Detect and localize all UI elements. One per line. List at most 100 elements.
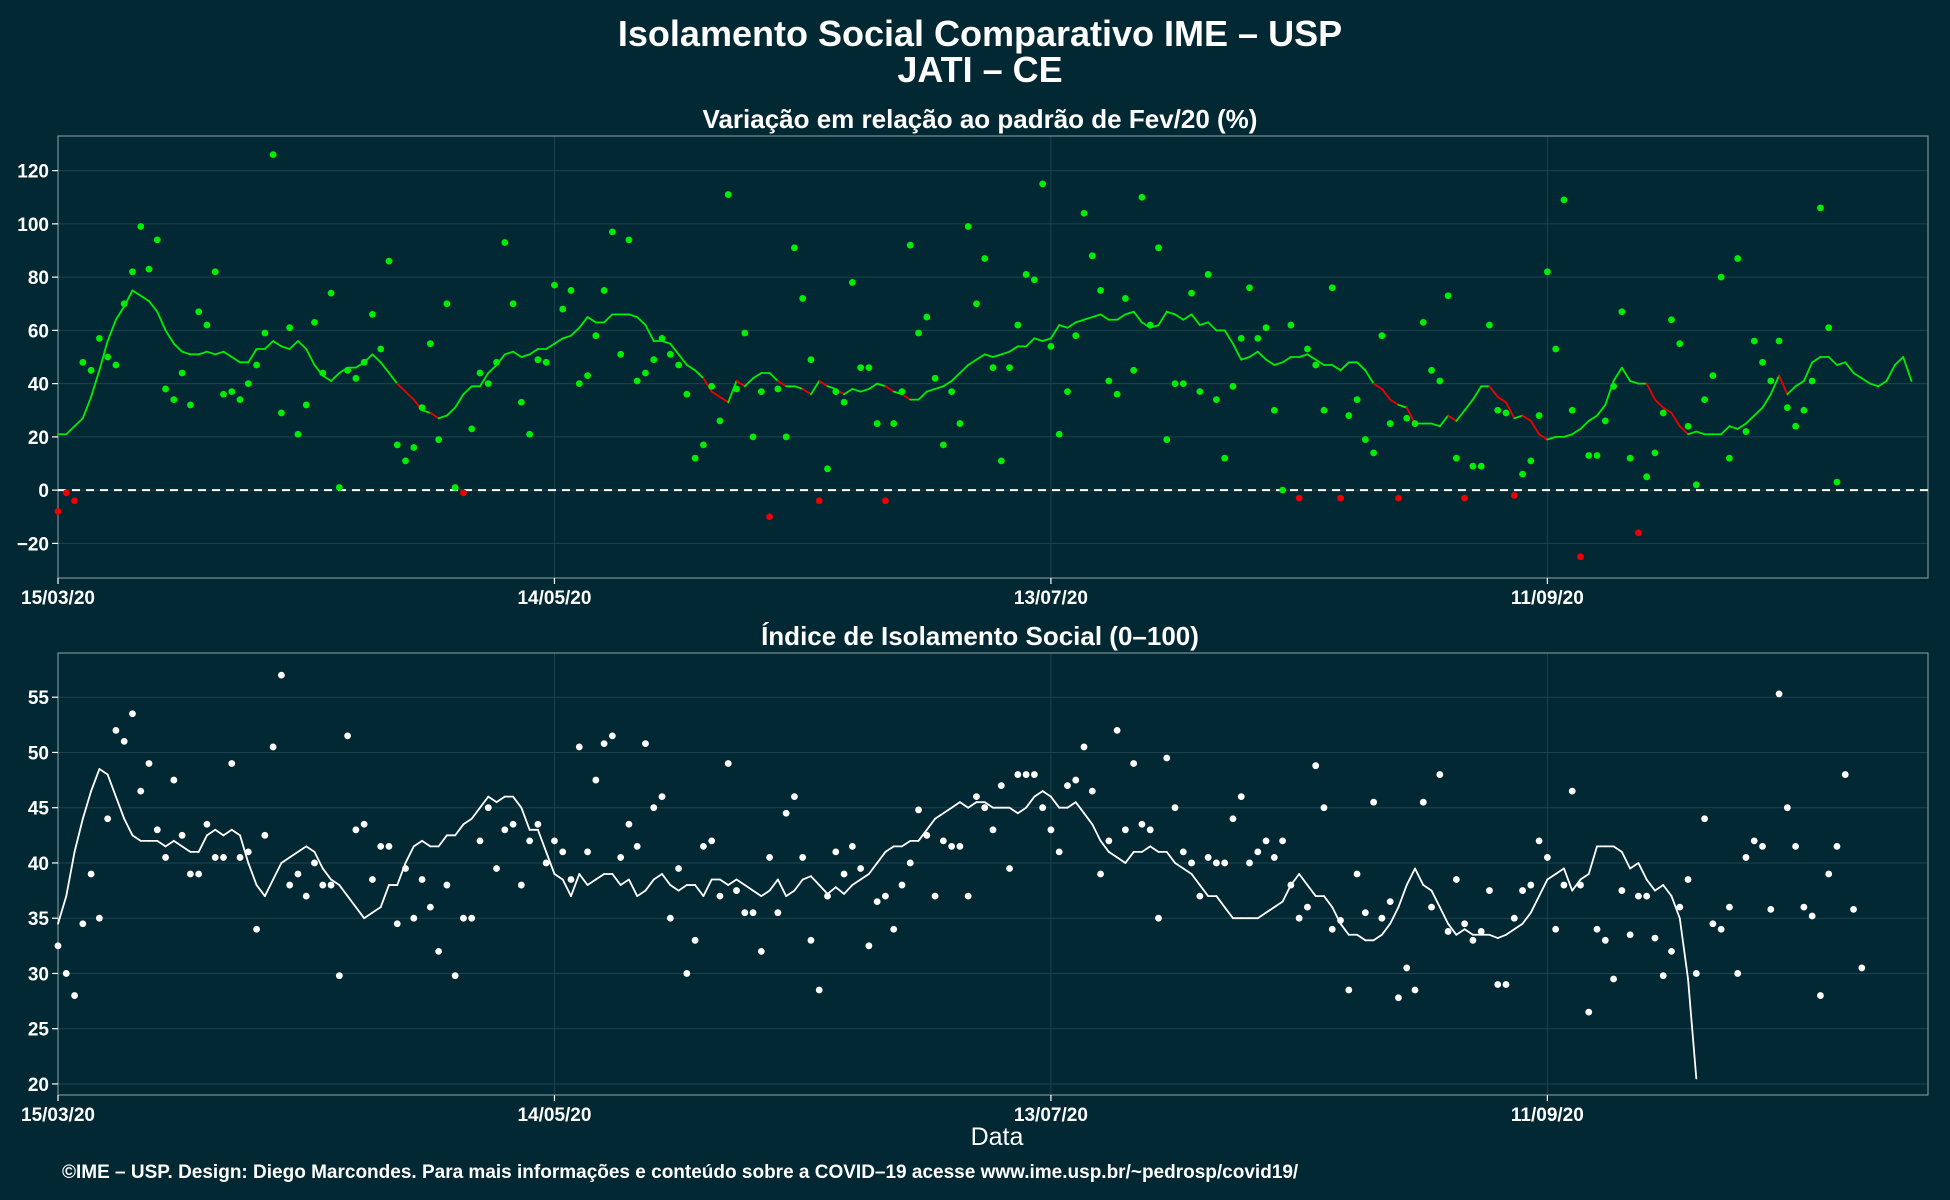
daily-point xyxy=(1668,316,1675,324)
moving-average-segment xyxy=(1894,356,1905,366)
daily-point xyxy=(1088,787,1096,795)
moving-average-segment xyxy=(1116,856,1127,864)
daily-point xyxy=(675,865,682,872)
daily-point xyxy=(650,356,658,364)
moving-average-segment xyxy=(710,390,721,398)
daily-point xyxy=(261,329,269,337)
daily-point xyxy=(592,332,600,340)
daily-point xyxy=(79,920,87,928)
daily-point xyxy=(948,388,956,396)
moving-average-segment xyxy=(313,851,324,870)
daily-point xyxy=(1510,492,1518,499)
x-tick-label: 13/07/20 xyxy=(1014,588,1088,609)
daily-point xyxy=(1800,903,1808,911)
daily-point xyxy=(1519,887,1526,894)
daily-point xyxy=(997,782,1005,789)
daily-point xyxy=(1279,837,1287,845)
daily-point xyxy=(377,842,385,850)
daily-point xyxy=(1419,318,1427,326)
moving-average-segment xyxy=(1885,364,1896,382)
daily-point xyxy=(848,279,856,286)
daily-point xyxy=(1328,925,1336,933)
moving-average-segment xyxy=(785,889,796,897)
daily-point xyxy=(410,444,418,451)
daily-point xyxy=(335,972,343,980)
daily-point xyxy=(137,223,145,230)
daily-point xyxy=(741,909,749,917)
daily-point xyxy=(1759,842,1766,850)
daily-point xyxy=(1370,449,1378,457)
daily-point xyxy=(426,340,434,348)
daily-point xyxy=(973,300,980,308)
daily-point xyxy=(294,870,302,878)
daily-point xyxy=(71,497,78,505)
moving-average-segment xyxy=(1612,845,1623,853)
moving-average-segment xyxy=(164,839,175,848)
moving-average-segment xyxy=(230,828,241,837)
daily-point xyxy=(418,876,426,883)
moving-average-segment xyxy=(1339,361,1350,372)
moving-average-segment xyxy=(719,396,730,404)
moving-average-segment xyxy=(280,856,291,864)
daily-point xyxy=(1179,848,1187,856)
moving-average-segment xyxy=(1223,906,1234,920)
daily-point xyxy=(1188,859,1195,867)
daily-point xyxy=(534,356,542,364)
daily-point xyxy=(1254,334,1262,342)
moving-average-segment xyxy=(156,310,167,332)
moving-average-segment xyxy=(1538,878,1549,897)
moving-average-segment xyxy=(305,348,316,366)
moving-average-segment xyxy=(1198,884,1210,897)
moving-average-segment xyxy=(1149,845,1160,853)
daily-point xyxy=(62,489,70,497)
moving-average-segment xyxy=(98,768,109,776)
daily-point xyxy=(435,436,443,443)
moving-average-segment xyxy=(793,878,804,892)
daily-point xyxy=(1395,494,1402,502)
moving-average-segment xyxy=(735,878,746,886)
moving-average-segment xyxy=(1091,823,1102,842)
daily-point xyxy=(153,236,161,244)
daily-point xyxy=(385,257,393,265)
daily-point xyxy=(1287,321,1295,329)
moving-average-segment xyxy=(65,851,76,897)
daily-point xyxy=(807,936,815,944)
daily-point xyxy=(1237,334,1245,342)
daily-point xyxy=(501,826,509,834)
moving-average-segment xyxy=(1645,382,1656,401)
daily-point xyxy=(1858,964,1866,972)
daily-point xyxy=(724,191,732,198)
daily-point xyxy=(1461,494,1469,502)
daily-point xyxy=(484,380,492,388)
moving-average-segment xyxy=(1016,806,1027,815)
moving-average-segment xyxy=(719,878,730,886)
moving-average-segment xyxy=(1265,358,1276,366)
y-tick-label: 35 xyxy=(28,909,50,930)
daily-point xyxy=(1651,449,1659,457)
moving-average-segment xyxy=(859,388,870,393)
moving-average-segment xyxy=(669,342,680,356)
daily-point xyxy=(1734,255,1742,262)
moving-average-segment xyxy=(652,873,663,881)
panel-variation: −20 0 20 40 60 80 100 120 15/03/20 14/05/20 13/07/… xyxy=(17,135,1929,609)
daily-point xyxy=(608,732,616,740)
daily-point xyxy=(567,876,575,883)
daily-point xyxy=(642,369,649,377)
x-tick-label: 15/03/20 xyxy=(21,1105,95,1126)
moving-average-segment xyxy=(1314,358,1325,366)
daily-point xyxy=(1535,837,1543,845)
daily-point xyxy=(1378,914,1386,922)
daily-point xyxy=(906,859,914,867)
daily-point xyxy=(1502,409,1510,417)
moving-average-segment xyxy=(1256,911,1267,920)
daily-point xyxy=(1237,793,1245,801)
moving-average-segment xyxy=(901,839,912,848)
daily-point xyxy=(1568,787,1576,795)
moving-average-segment xyxy=(1000,350,1011,356)
daily-point xyxy=(650,804,658,812)
daily-point xyxy=(1304,903,1311,911)
daily-point xyxy=(1783,404,1791,411)
daily-point xyxy=(1593,925,1601,933)
moving-average-segment xyxy=(1579,420,1590,430)
